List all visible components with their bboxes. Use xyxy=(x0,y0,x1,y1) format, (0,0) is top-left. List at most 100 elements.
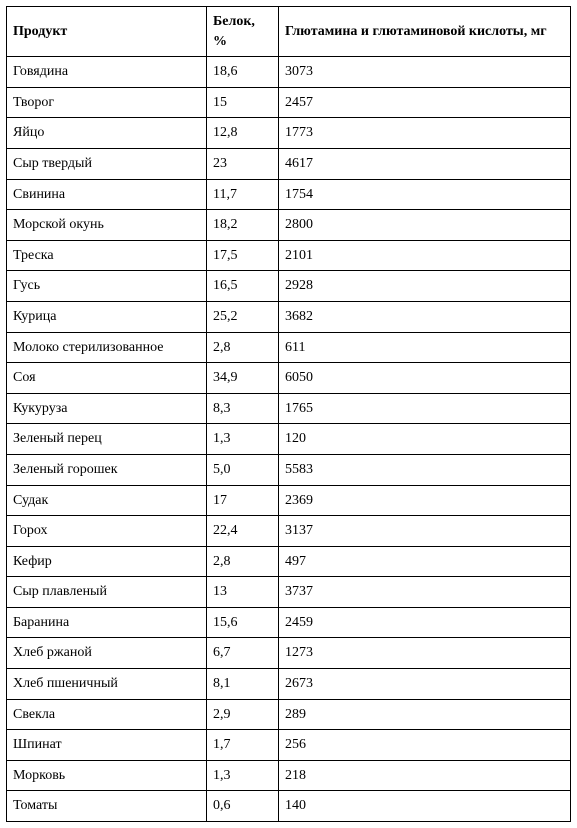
cell-glutamine: 289 xyxy=(279,699,571,730)
cell-product: Шпинат xyxy=(7,730,207,761)
cell-protein: 25,2 xyxy=(207,301,279,332)
cell-protein: 2,8 xyxy=(207,546,279,577)
cell-glutamine: 3682 xyxy=(279,301,571,332)
cell-product: Яйцо xyxy=(7,118,207,149)
cell-product: Кукуруза xyxy=(7,393,207,424)
table-row: Судак172369 xyxy=(7,485,571,516)
cell-product: Томаты xyxy=(7,791,207,822)
cell-protein: 1,7 xyxy=(207,730,279,761)
cell-protein: 17 xyxy=(207,485,279,516)
cell-protein: 8,1 xyxy=(207,669,279,700)
cell-glutamine: 2459 xyxy=(279,607,571,638)
cell-product: Свинина xyxy=(7,179,207,210)
cell-protein: 2,9 xyxy=(207,699,279,730)
cell-product: Сыр плавленый xyxy=(7,577,207,608)
cell-protein: 23 xyxy=(207,148,279,179)
cell-glutamine: 2101 xyxy=(279,240,571,271)
table-row: Гусь16,52928 xyxy=(7,271,571,302)
cell-glutamine: 140 xyxy=(279,791,571,822)
cell-protein: 16,5 xyxy=(207,271,279,302)
cell-protein: 15 xyxy=(207,87,279,118)
table-row: Свекла2,9289 xyxy=(7,699,571,730)
table-row: Морской окунь18,22800 xyxy=(7,210,571,241)
cell-glutamine: 3737 xyxy=(279,577,571,608)
cell-glutamine: 5583 xyxy=(279,454,571,485)
cell-product: Хлеб ржаной xyxy=(7,638,207,669)
table-row: Говядина18,63073 xyxy=(7,57,571,88)
cell-product: Говядина xyxy=(7,57,207,88)
cell-glutamine: 4617 xyxy=(279,148,571,179)
table-row: Горох22,43137 xyxy=(7,516,571,547)
cell-glutamine: 218 xyxy=(279,760,571,791)
cell-glutamine: 6050 xyxy=(279,363,571,394)
cell-glutamine: 3137 xyxy=(279,516,571,547)
cell-glutamine: 2800 xyxy=(279,210,571,241)
cell-product: Зеленый перец xyxy=(7,424,207,455)
table-row: Томаты0,6140 xyxy=(7,791,571,822)
table-row: Хлеб пшеничный8,12673 xyxy=(7,669,571,700)
cell-product: Соя xyxy=(7,363,207,394)
cell-glutamine: 120 xyxy=(279,424,571,455)
cell-glutamine: 497 xyxy=(279,546,571,577)
cell-protein: 0,6 xyxy=(207,791,279,822)
cell-product: Морковь xyxy=(7,760,207,791)
cell-product: Хлеб пшеничный xyxy=(7,669,207,700)
column-header-glutamine: Глютамина и глютаминовой кислоты, мг xyxy=(279,7,571,57)
table-row: Свинина11,71754 xyxy=(7,179,571,210)
table-row: Сыр твердый234617 xyxy=(7,148,571,179)
column-header-protein: Белок, % xyxy=(207,7,279,57)
table-row: Яйцо12,81773 xyxy=(7,118,571,149)
cell-glutamine: 1754 xyxy=(279,179,571,210)
cell-protein: 8,3 xyxy=(207,393,279,424)
cell-product: Свекла xyxy=(7,699,207,730)
table-row: Сыр плавленый133737 xyxy=(7,577,571,608)
cell-product: Творог xyxy=(7,87,207,118)
cell-glutamine: 611 xyxy=(279,332,571,363)
cell-glutamine: 2928 xyxy=(279,271,571,302)
cell-protein: 34,9 xyxy=(207,363,279,394)
table-row: Зеленый горошек5,05583 xyxy=(7,454,571,485)
cell-glutamine: 256 xyxy=(279,730,571,761)
cell-protein: 22,4 xyxy=(207,516,279,547)
cell-product: Зеленый горошек xyxy=(7,454,207,485)
table-row: Курица25,23682 xyxy=(7,301,571,332)
table-row: Кукуруза8,31765 xyxy=(7,393,571,424)
cell-product: Курица xyxy=(7,301,207,332)
cell-protein: 18,2 xyxy=(207,210,279,241)
nutrition-table: Продукт Белок, % Глютамина и глютаминово… xyxy=(6,6,571,822)
cell-glutamine: 3073 xyxy=(279,57,571,88)
table-row: Молоко стерилизованное2,8611 xyxy=(7,332,571,363)
cell-glutamine: 1773 xyxy=(279,118,571,149)
cell-product: Кефир xyxy=(7,546,207,577)
table-row: Хлеб ржаной6,71273 xyxy=(7,638,571,669)
cell-glutamine: 2457 xyxy=(279,87,571,118)
cell-protein: 13 xyxy=(207,577,279,608)
table-row: Морковь1,3218 xyxy=(7,760,571,791)
cell-protein: 15,6 xyxy=(207,607,279,638)
cell-product: Гусь xyxy=(7,271,207,302)
cell-protein: 6,7 xyxy=(207,638,279,669)
table-body: Говядина18,63073Творог152457Яйцо12,81773… xyxy=(7,57,571,822)
table-row: Кефир2,8497 xyxy=(7,546,571,577)
table-row: Треска17,52101 xyxy=(7,240,571,271)
table-row: Творог152457 xyxy=(7,87,571,118)
table-row: Зеленый перец1,3120 xyxy=(7,424,571,455)
cell-product: Сыр твердый xyxy=(7,148,207,179)
table-row: Баранина15,62459 xyxy=(7,607,571,638)
cell-product: Горох xyxy=(7,516,207,547)
cell-product: Судак xyxy=(7,485,207,516)
column-header-product: Продукт xyxy=(7,7,207,57)
cell-product: Морской окунь xyxy=(7,210,207,241)
cell-product: Треска xyxy=(7,240,207,271)
cell-glutamine: 2673 xyxy=(279,669,571,700)
cell-protein: 1,3 xyxy=(207,760,279,791)
cell-product: Молоко стерилизованное xyxy=(7,332,207,363)
cell-protein: 12,8 xyxy=(207,118,279,149)
cell-protein: 11,7 xyxy=(207,179,279,210)
cell-glutamine: 1765 xyxy=(279,393,571,424)
table-row: Соя34,96050 xyxy=(7,363,571,394)
cell-glutamine: 2369 xyxy=(279,485,571,516)
cell-product: Баранина xyxy=(7,607,207,638)
cell-protein: 1,3 xyxy=(207,424,279,455)
cell-glutamine: 1273 xyxy=(279,638,571,669)
